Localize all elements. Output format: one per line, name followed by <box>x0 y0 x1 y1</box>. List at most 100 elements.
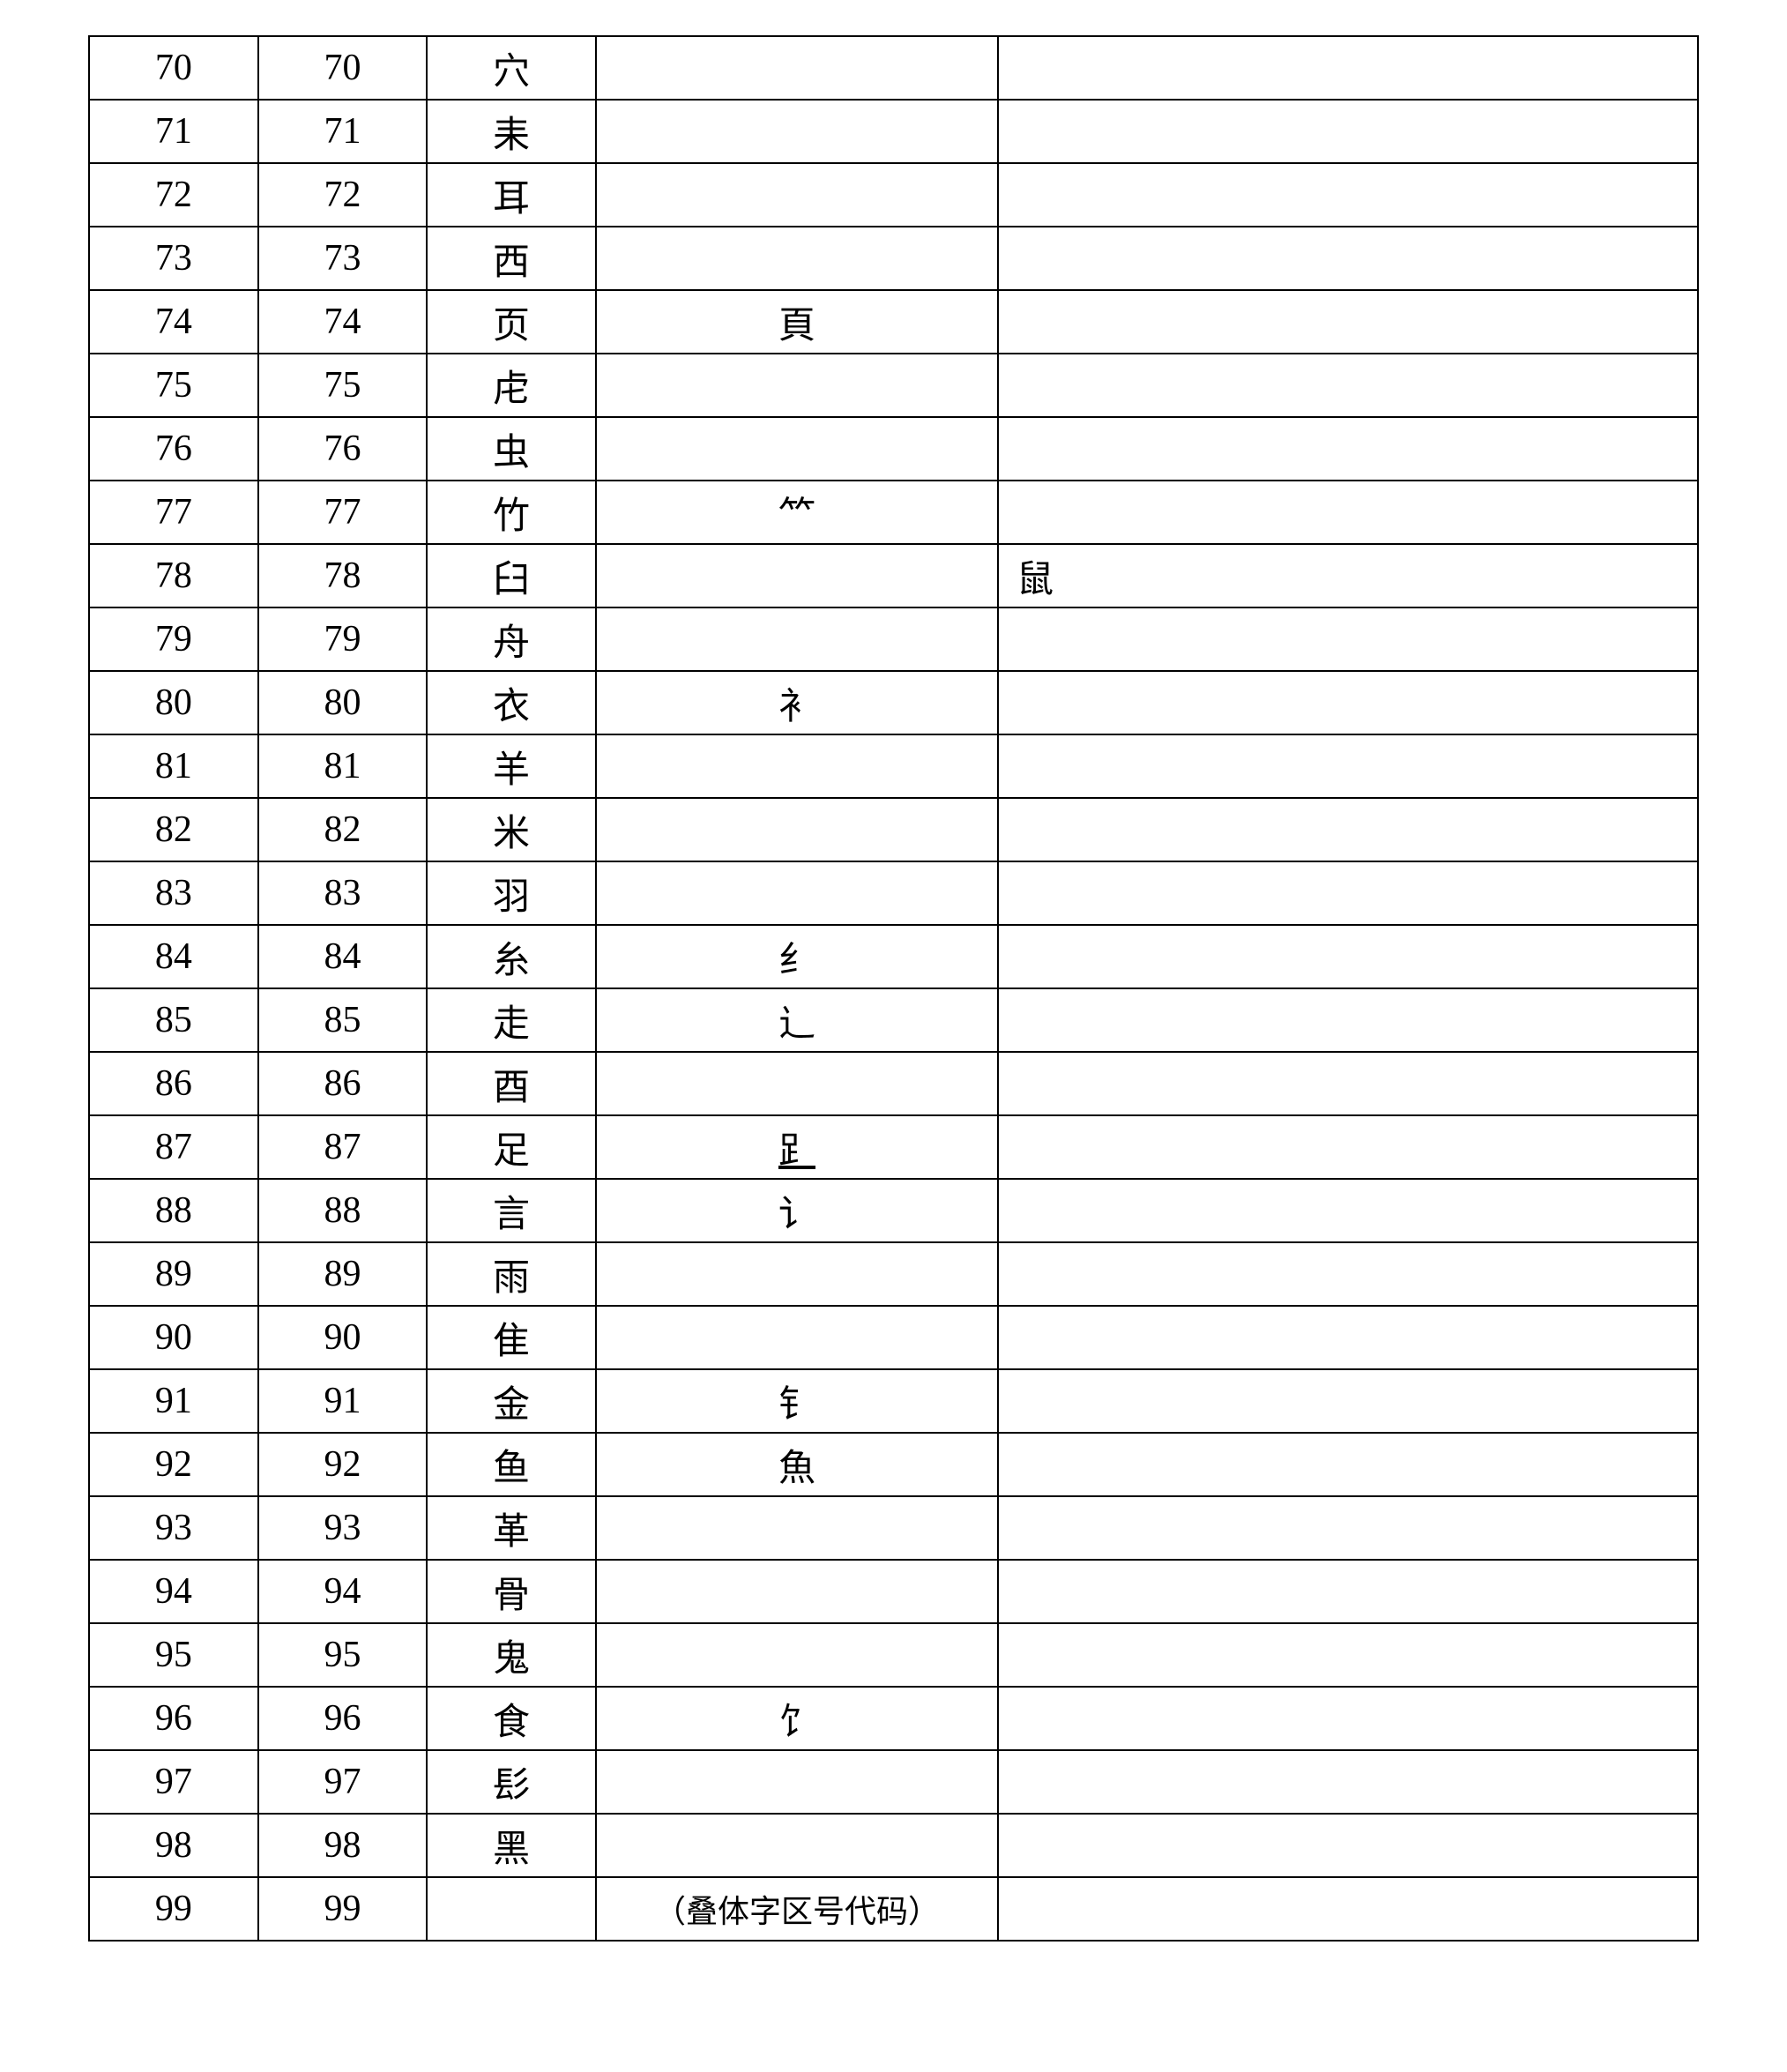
cell-c3: 衣 <box>427 671 596 734</box>
cell-c4: 魚 <box>596 1433 998 1496</box>
cell-c4: 讠 <box>596 1179 998 1242</box>
cell-c2: 95 <box>258 1623 428 1687</box>
table-row: 9393革 <box>89 1496 1698 1560</box>
cell-c5 <box>998 1242 1698 1306</box>
cell-c4 <box>596 100 998 163</box>
table-row: 9090隹 <box>89 1306 1698 1369</box>
cell-c4 <box>596 1052 998 1115</box>
cell-c4 <box>596 1623 998 1687</box>
cell-c1: 80 <box>89 671 258 734</box>
cell-c5 <box>998 1306 1698 1369</box>
table-row: 7272耳 <box>89 163 1698 227</box>
cell-c3: 髟 <box>427 1750 596 1814</box>
cell-c2: 98 <box>258 1814 428 1877</box>
cell-c1: 73 <box>89 227 258 290</box>
table-row: 9191金钅 <box>89 1369 1698 1433</box>
cell-c3: 隹 <box>427 1306 596 1369</box>
cell-c2: 89 <box>258 1242 428 1306</box>
cell-c2: 79 <box>258 607 428 671</box>
cell-c2: 75 <box>258 354 428 417</box>
cell-c2: 80 <box>258 671 428 734</box>
cell-c4 <box>596 1814 998 1877</box>
cell-c1: 90 <box>89 1306 258 1369</box>
cell-c1: 76 <box>89 417 258 481</box>
table-row: 7474页頁 <box>89 290 1698 354</box>
cell-c5 <box>998 607 1698 671</box>
cell-c4 <box>596 607 998 671</box>
cell-c4-text: ⻊ <box>778 1131 815 1172</box>
table-row: 9999（叠体字区号代码） <box>89 1877 1698 1941</box>
cell-c3: 西 <box>427 227 596 290</box>
cell-c1: 78 <box>89 544 258 607</box>
cell-c1: 70 <box>89 36 258 100</box>
cell-c2: 72 <box>258 163 428 227</box>
cell-c3: 羽 <box>427 861 596 925</box>
table-row: 9494骨 <box>89 1560 1698 1623</box>
cell-c1: 75 <box>89 354 258 417</box>
cell-c4 <box>596 798 998 861</box>
cell-c3: 虫 <box>427 417 596 481</box>
cell-c1: 91 <box>89 1369 258 1433</box>
cell-c3: 酉 <box>427 1052 596 1115</box>
cell-c5 <box>998 417 1698 481</box>
cell-c5 <box>998 734 1698 798</box>
cell-c5 <box>998 100 1698 163</box>
cell-c4: 頁 <box>596 290 998 354</box>
table-row: 8888言讠 <box>89 1179 1698 1242</box>
table-row: 7373西 <box>89 227 1698 290</box>
cell-c4 <box>596 544 998 607</box>
cell-c5 <box>998 671 1698 734</box>
cell-c2: 88 <box>258 1179 428 1242</box>
cell-c4 <box>596 861 998 925</box>
table-row: 9797髟 <box>89 1750 1698 1814</box>
cell-c4 <box>596 1242 998 1306</box>
cell-c4 <box>596 1560 998 1623</box>
table-row: 7171耒 <box>89 100 1698 163</box>
cell-c3: 鬼 <box>427 1623 596 1687</box>
cell-c1: 94 <box>89 1560 258 1623</box>
cell-c1: 72 <box>89 163 258 227</box>
cell-c2: 86 <box>258 1052 428 1115</box>
cell-c5 <box>998 1433 1698 1496</box>
cell-c4: 钅 <box>596 1369 998 1433</box>
page: 7070穴7171耒7272耳7373西7474页頁7575虍7676虫7777… <box>0 0 1787 1994</box>
cell-c1: 79 <box>89 607 258 671</box>
cell-c3: 黑 <box>427 1814 596 1877</box>
cell-c5 <box>998 1877 1698 1941</box>
table-row: 7575虍 <box>89 354 1698 417</box>
cell-c5 <box>998 163 1698 227</box>
cell-c1: 86 <box>89 1052 258 1115</box>
cell-c4 <box>596 163 998 227</box>
cell-c3: 穴 <box>427 36 596 100</box>
cell-c2: 92 <box>258 1433 428 1496</box>
table-row: 8686酉 <box>89 1052 1698 1115</box>
table-row: 9696食饣 <box>89 1687 1698 1750</box>
cell-c1: 71 <box>89 100 258 163</box>
cell-c5 <box>998 798 1698 861</box>
table-row: 8282米 <box>89 798 1698 861</box>
cell-c2: 74 <box>258 290 428 354</box>
cell-c2: 99 <box>258 1877 428 1941</box>
cell-c5 <box>998 1496 1698 1560</box>
cell-c2: 70 <box>258 36 428 100</box>
cell-c3: 骨 <box>427 1560 596 1623</box>
table-row: 8383羽 <box>89 861 1698 925</box>
cell-c3: 金 <box>427 1369 596 1433</box>
cell-c2: 85 <box>258 988 428 1052</box>
cell-c1: 99 <box>89 1877 258 1941</box>
cell-c2: 91 <box>258 1369 428 1433</box>
cell-c4: 衤 <box>596 671 998 734</box>
cell-c2: 77 <box>258 481 428 544</box>
cell-c1: 88 <box>89 1179 258 1242</box>
cell-c2: 84 <box>258 925 428 988</box>
cell-c5: 鼠 <box>998 544 1698 607</box>
cell-c2: 96 <box>258 1687 428 1750</box>
cell-c1: 87 <box>89 1115 258 1179</box>
cell-c5 <box>998 1052 1698 1115</box>
cell-c5 <box>998 354 1698 417</box>
cell-c5 <box>998 861 1698 925</box>
cell-c3: 食 <box>427 1687 596 1750</box>
cell-c2: 78 <box>258 544 428 607</box>
cell-c5 <box>998 1115 1698 1179</box>
cell-c1: 85 <box>89 988 258 1052</box>
